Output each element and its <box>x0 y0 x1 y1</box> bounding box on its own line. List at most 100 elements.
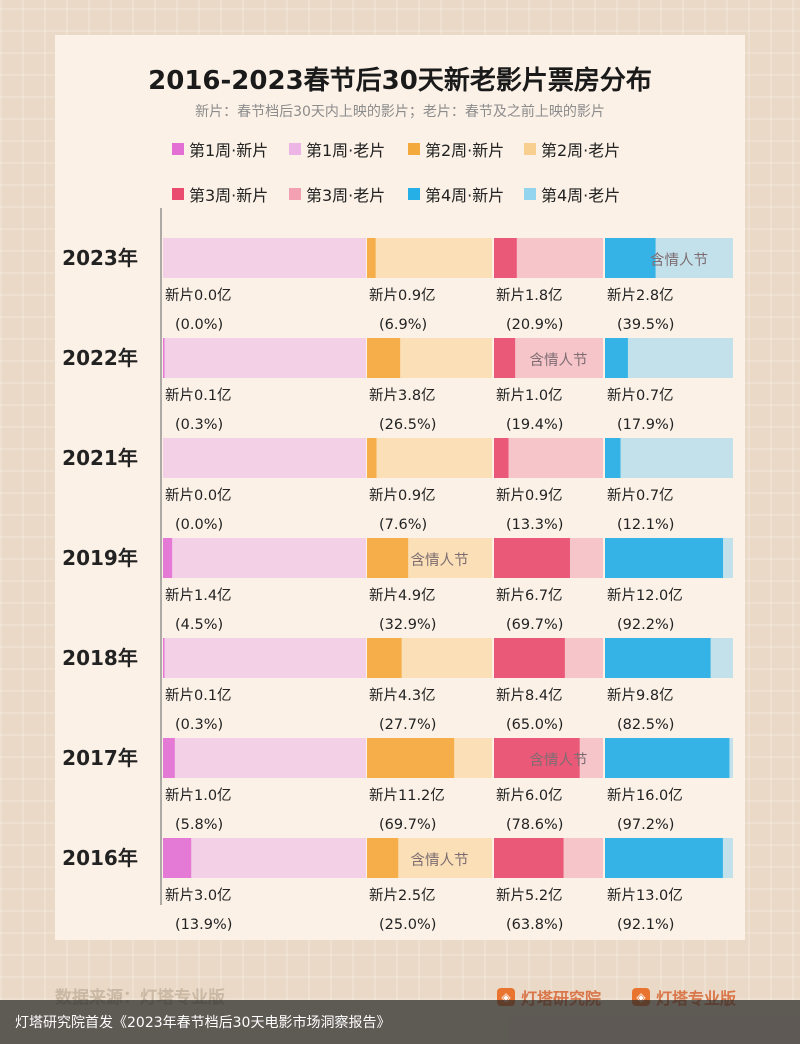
percent-label: (39.5%) <box>617 317 674 333</box>
bar-new-film <box>494 638 565 678</box>
value-label: 新片11.2亿 <box>369 787 445 804</box>
year-label: 2021年 <box>62 446 138 470</box>
percent-label: (13.3%) <box>506 517 563 533</box>
value-label: 新片1.0亿 <box>165 787 232 804</box>
percent-label: (82.5%) <box>617 717 674 733</box>
year-label: 2018年 <box>62 646 138 670</box>
bar-new-film <box>605 438 621 478</box>
bar-new-film <box>367 338 401 378</box>
bar-new-film <box>163 738 175 778</box>
value-label: 新片4.3亿 <box>369 687 436 704</box>
legend-item: 第2周·老片 <box>524 138 620 160</box>
value-label: 新片0.7亿 <box>607 487 674 504</box>
legend-label: 第4周·老片 <box>541 186 621 205</box>
value-label: 新片9.8亿 <box>607 687 674 704</box>
value-label: 新片0.9亿 <box>496 487 563 504</box>
bar-old-film <box>163 738 366 778</box>
valentine-annotation: 含情人节 <box>650 252 708 269</box>
value-label: 新片0.1亿 <box>165 387 232 404</box>
value-label: 新片1.8亿 <box>496 287 563 304</box>
legend-label: 第2周·老片 <box>541 141 621 160</box>
legend-swatch <box>172 143 184 155</box>
percent-label: (27.7%) <box>379 717 436 733</box>
chart-card <box>55 35 745 940</box>
percent-label: (97.2%) <box>617 817 674 833</box>
legend-swatch <box>408 143 420 155</box>
legend-item: 第1周·新片 <box>172 138 268 160</box>
value-label: 新片0.9亿 <box>369 487 436 504</box>
percent-label: (19.4%) <box>506 417 563 433</box>
legend-label: 第1周·老片 <box>306 141 386 160</box>
bar-new-film <box>494 238 517 278</box>
value-label: 新片1.0亿 <box>496 387 563 404</box>
value-label: 新片8.4亿 <box>496 687 563 704</box>
legend-label: 第3周·新片 <box>189 186 269 205</box>
bar-new-film <box>163 838 192 878</box>
value-label: 新片3.8亿 <box>369 387 436 404</box>
percent-label: (65.0%) <box>506 717 563 733</box>
bar-new-film <box>494 338 516 378</box>
legend-item: 第2周·新片 <box>408 138 504 160</box>
caption-bar: 灯塔研究院首发《2023年春节档后30天电影市场洞察报告》 <box>0 1000 800 1044</box>
percent-label: (17.9%) <box>617 417 674 433</box>
bar-new-film <box>605 838 723 878</box>
legend-swatch <box>172 188 184 200</box>
value-label: 新片2.5亿 <box>369 887 436 904</box>
year-label: 2016年 <box>62 846 138 870</box>
legend-swatch <box>524 143 536 155</box>
percent-label: (92.1%) <box>617 917 674 933</box>
value-label: 新片6.7亿 <box>496 587 563 604</box>
legend-item: 第4周·新片 <box>408 183 504 205</box>
legend-swatch <box>524 188 536 200</box>
percent-label: (69.7%) <box>506 617 563 633</box>
percent-label: (0.0%) <box>175 317 223 333</box>
percent-label: (20.9%) <box>506 317 563 333</box>
bar-new-film <box>367 638 402 678</box>
bar-new-film <box>367 738 455 778</box>
legend-label: 第2周·新片 <box>425 141 505 160</box>
bar-old-film <box>163 838 366 878</box>
value-label: 新片4.9亿 <box>369 587 436 604</box>
bar-old-film <box>163 338 366 378</box>
bar-old-film <box>163 638 366 678</box>
value-label: 新片0.0亿 <box>165 487 232 504</box>
year-label: 2022年 <box>62 346 138 370</box>
bar-old-film <box>163 538 366 578</box>
valentine-annotation: 含情人节 <box>530 352 588 369</box>
bar-new-film <box>605 738 730 778</box>
value-label: 新片16.0亿 <box>607 787 683 804</box>
legend-label: 第3周·老片 <box>306 186 386 205</box>
percent-label: (0.3%) <box>175 717 223 733</box>
legend-swatch <box>289 143 301 155</box>
legend-swatch <box>289 188 301 200</box>
legend-item: 第3周·新片 <box>172 183 268 205</box>
valentine-annotation: 含情人节 <box>530 752 588 769</box>
value-label: 新片3.0亿 <box>165 887 232 904</box>
value-label: 新片5.2亿 <box>496 887 563 904</box>
percent-label: (63.8%) <box>506 917 563 933</box>
percent-label: (12.1%) <box>617 517 674 533</box>
year-label: 2023年 <box>62 246 138 270</box>
value-label: 新片1.4亿 <box>165 587 232 604</box>
bar-new-film <box>367 538 409 578</box>
value-label: 新片0.7亿 <box>607 387 674 404</box>
percent-label: (5.8%) <box>175 817 223 833</box>
value-label: 新片0.0亿 <box>165 287 232 304</box>
caption-text: 灯塔研究院首发《2023年春节档后30天电影市场洞察报告》 <box>15 1015 391 1031</box>
percent-label: (4.5%) <box>175 617 223 633</box>
percent-label: (7.6%) <box>379 517 427 533</box>
percent-label: (26.5%) <box>379 417 436 433</box>
bar-old-film <box>163 238 366 278</box>
chart-title: 2016-2023春节后30天新老影片票房分布 <box>148 66 652 96</box>
bar-new-film <box>494 438 509 478</box>
value-label: 新片12.0亿 <box>607 587 683 604</box>
percent-label: (25.0%) <box>379 917 436 933</box>
chart-subtitle: 新片：春节档后30天内上映的影片；老片：春节及之前上映的影片 <box>195 104 605 120</box>
year-label: 2017年 <box>62 746 138 770</box>
percent-label: (78.6%) <box>506 817 563 833</box>
percent-label: (92.2%) <box>617 617 674 633</box>
bar-new-film <box>605 238 656 278</box>
year-label: 2019年 <box>62 546 138 570</box>
bar-new-film <box>367 238 376 278</box>
